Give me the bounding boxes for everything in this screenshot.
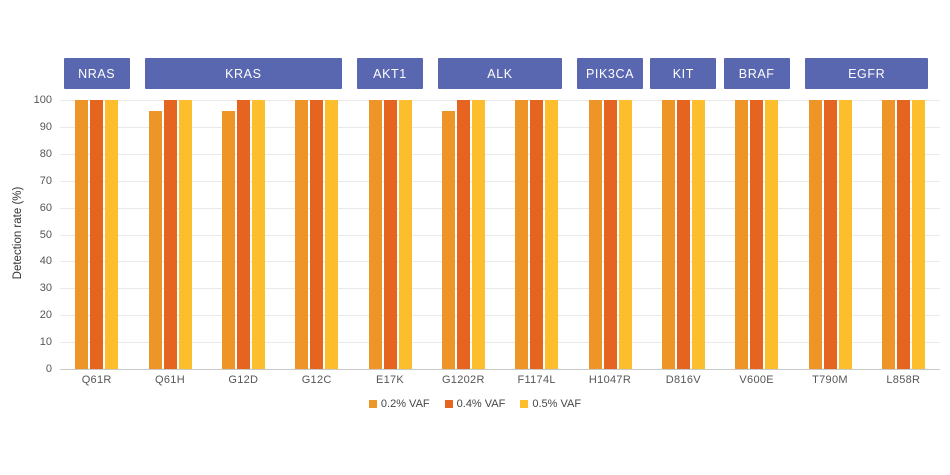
gene-box-egfr: EGFR — [805, 58, 929, 89]
legend-label: 0.5% VAF — [532, 398, 582, 410]
x-label-g12c: G12C — [301, 374, 332, 386]
y-tick-label: 60 — [39, 201, 52, 214]
bar-h1047r-0.4vaf — [603, 100, 617, 369]
bar-d816v-0.4vaf — [676, 100, 690, 369]
bar-t790m-0.4vaf — [823, 100, 837, 369]
gene-box-pik3ca: PIK3CA — [577, 58, 643, 89]
bar-g1202r-0.4vaf — [456, 100, 470, 369]
bar-h1047r-0.5vaf — [618, 100, 632, 369]
gridline — [60, 126, 940, 128]
gridline — [60, 100, 940, 101]
y-tick-label: 70 — [39, 174, 52, 187]
bar-g12d-0.4vaf — [236, 100, 250, 369]
bar-g1202r-0.5vaf — [471, 100, 485, 369]
x-label-l858r: L858R — [886, 374, 921, 386]
legend-swatch — [444, 400, 453, 408]
bar-q61r-0.4vaf — [90, 100, 104, 369]
bar-g12c-0.2vaf — [295, 100, 309, 369]
y-tick-label: 0 — [45, 363, 52, 375]
bar-l858r-0.2vaf — [881, 100, 895, 369]
y-tick-label: 30 — [39, 282, 52, 295]
bar-l858r-0.5vaf — [911, 100, 925, 369]
x-label-f1174l: F1174L — [517, 374, 556, 386]
y-tick-label: 40 — [39, 255, 52, 268]
gridline — [60, 261, 940, 263]
gene-box-akt1: AKT1 — [357, 58, 423, 89]
x-label-h1047r: H1047R — [588, 374, 632, 386]
bar-v600e-0.4vaf — [750, 100, 764, 369]
bar-q61r-0.2vaf — [75, 100, 89, 369]
bar-d816v-0.2vaf — [661, 100, 675, 369]
bar-t790m-0.2vaf — [808, 100, 822, 369]
bar-d816v-0.5vaf — [691, 100, 705, 369]
gene-box-nras: NRAS — [63, 58, 130, 89]
x-label-t790m: T790M — [812, 374, 848, 386]
bar-q61h-0.4vaf — [163, 100, 177, 369]
legend-swatch — [368, 400, 377, 408]
x-label-q61r: Q61R — [81, 374, 112, 386]
gene-box-braf: BRAF — [723, 58, 790, 89]
x-label-g12d: G12D — [228, 374, 259, 386]
bar-g1202r-0.2vaf — [441, 110, 455, 369]
x-label-e17k: E17K — [375, 374, 405, 386]
legend-item-0.5vaf: 0.5% VAF — [520, 398, 581, 410]
bar-f1174l-0.4vaf — [530, 100, 544, 369]
y-tick-label: 80 — [39, 147, 52, 160]
gridline — [60, 180, 940, 182]
y-tick-label: 50 — [39, 228, 52, 241]
bar-f1174l-0.5vaf — [545, 100, 559, 369]
x-label-d816v: D816V — [665, 374, 701, 386]
bar-l858r-0.4vaf — [896, 100, 910, 369]
gridline — [60, 234, 940, 236]
legend-label: 0.2% VAF — [380, 398, 430, 410]
gene-box-alk: ALK — [438, 58, 562, 89]
legend-item-0.2vaf: 0.2% VAF — [368, 398, 430, 410]
gridline — [60, 342, 940, 344]
y-tick-label: 20 — [39, 309, 52, 322]
gene-box-kit: KIT — [650, 58, 717, 89]
bar-t790m-0.5vaf — [838, 100, 852, 369]
gridline — [60, 153, 940, 155]
bar-e17k-0.4vaf — [383, 100, 397, 369]
x-label-v600e: V600E — [739, 374, 774, 386]
legend: 0.2% VAF 0.4% VAF 0.5% VAF — [0, 398, 950, 410]
bar-q61h-0.2vaf — [148, 110, 162, 369]
gridline — [60, 207, 940, 209]
bar-e17k-0.2vaf — [368, 100, 382, 369]
legend-swatch — [520, 400, 529, 408]
bar-v600e-0.5vaf — [765, 100, 779, 369]
x-axis-line — [60, 369, 940, 370]
legend-item-0.4vaf: 0.4% VAF — [444, 398, 506, 410]
bar-g12c-0.5vaf — [325, 100, 339, 369]
bar-e17k-0.5vaf — [398, 100, 412, 369]
bar-g12d-0.5vaf — [251, 100, 265, 369]
bar-q61r-0.5vaf — [105, 100, 119, 369]
bar-q61h-0.5vaf — [178, 100, 192, 369]
bar-h1047r-0.2vaf — [588, 100, 602, 369]
x-label-g1202r: G1202R — [441, 374, 485, 386]
gene-box-kras: KRAS — [145, 58, 342, 89]
gridline — [60, 315, 940, 317]
legend-label: 0.4% VAF — [456, 398, 506, 410]
y-tick-label: 100 — [33, 94, 52, 106]
gridline — [60, 288, 940, 290]
x-label-q61h: Q61H — [155, 374, 185, 386]
y-tick-label: 10 — [39, 336, 52, 349]
bar-g12d-0.2vaf — [221, 110, 235, 369]
bar-g12c-0.4vaf — [310, 100, 324, 369]
bar-f1174l-0.2vaf — [515, 100, 529, 369]
bar-v600e-0.2vaf — [735, 100, 749, 369]
y-tick-label: 90 — [39, 120, 52, 133]
